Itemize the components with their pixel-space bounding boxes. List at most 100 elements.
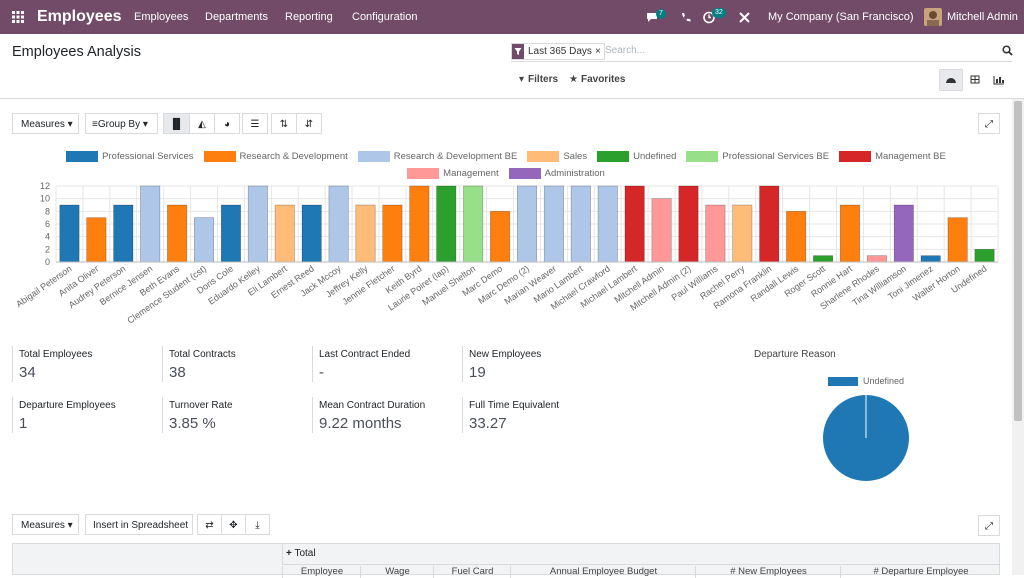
legend-swatch xyxy=(839,150,872,162)
bar xyxy=(947,217,968,263)
filters-toggle[interactable]: ▾ Filters xyxy=(519,74,558,85)
tools-icon[interactable] xyxy=(739,12,750,23)
stacked-button[interactable]: ☰ xyxy=(242,113,268,134)
bar xyxy=(759,185,780,263)
measures-dropdown[interactable]: Measures ▾ xyxy=(12,113,79,134)
bar xyxy=(355,204,376,263)
bar xyxy=(597,185,618,263)
kpi-value: 9.22 months xyxy=(319,415,402,432)
bar xyxy=(893,204,914,263)
legend-label: Management xyxy=(443,167,499,179)
avatar[interactable] xyxy=(924,8,942,26)
bar xyxy=(59,204,80,263)
kpi-border xyxy=(312,346,313,382)
app-name[interactable]: Employees xyxy=(37,8,122,25)
legend-swatch xyxy=(828,377,858,386)
bar xyxy=(813,255,834,263)
bar xyxy=(920,255,941,263)
legend-swatch xyxy=(407,167,440,179)
legend-label: Sales xyxy=(563,150,588,162)
legend-item: Professional Services BE xyxy=(686,150,829,162)
legend-label: Research & Development BE xyxy=(393,150,518,162)
pivot-measures-dropdown[interactable]: Measures ▾ xyxy=(12,514,79,535)
pivot-column-header: # New Employees xyxy=(695,566,841,578)
legend-label: Professional Services BE xyxy=(722,150,830,162)
legend-item: Administration xyxy=(508,167,605,179)
legend-swatch xyxy=(203,150,236,162)
phone-icon[interactable] xyxy=(680,12,691,23)
bar xyxy=(866,255,887,263)
legend-label: Research & Development xyxy=(239,150,348,162)
legend-label: Management BE xyxy=(875,150,946,162)
bar xyxy=(651,198,672,263)
menu-item[interactable]: Departments xyxy=(205,11,268,23)
scrollbar-thumb[interactable] xyxy=(1014,101,1022,421)
kpi-border xyxy=(162,346,163,382)
bar xyxy=(705,204,726,263)
pivot-total-header[interactable]: + Total xyxy=(282,543,1000,565)
kpi-value: - xyxy=(319,364,324,381)
menu-item[interactable]: Reporting xyxy=(285,11,333,23)
bar xyxy=(86,217,107,263)
legend-swatch xyxy=(66,150,99,162)
download-button[interactable]: ⤓ xyxy=(245,514,270,535)
kpi-border xyxy=(12,346,13,382)
group-by-dropdown[interactable]: ≡Group By ▾ xyxy=(85,113,158,134)
pie-mode-button[interactable]: ◕ xyxy=(214,113,240,134)
graph-view-button[interactable] xyxy=(987,69,1011,91)
company-switcher[interactable]: My Company (San Francisco) xyxy=(768,11,914,23)
kpi-label: Last Contract Ended xyxy=(319,349,411,360)
scrollbar[interactable] xyxy=(1012,99,1024,575)
flip-axis-button[interactable]: ⇄ xyxy=(197,514,222,535)
pivot-view-button[interactable] xyxy=(963,69,987,91)
kpi-border xyxy=(462,346,463,382)
apps-icon[interactable] xyxy=(12,11,24,23)
pivot-total-label: Total xyxy=(294,548,316,559)
y-tick-label: 6 xyxy=(45,219,50,229)
menu-item[interactable]: Configuration xyxy=(352,11,418,23)
bar xyxy=(140,185,161,263)
navbar: Employees Employees Departments Reportin… xyxy=(0,0,1024,34)
pivot-column-header: Fuel Card xyxy=(433,566,511,578)
bar xyxy=(543,185,564,263)
chat-icon[interactable] xyxy=(646,11,660,24)
legend-item: Undefined xyxy=(597,150,676,162)
kpi-value: 34 xyxy=(19,364,36,381)
y-tick-label: 12 xyxy=(40,181,50,191)
expand-all-button[interactable]: ✥ xyxy=(221,514,246,535)
search-bar[interactable]: Last 365 Days × Search... xyxy=(511,41,1013,62)
bar-mode-button[interactable]: ▐▌ xyxy=(163,113,190,134)
user-menu[interactable]: Mitchell Admin xyxy=(947,11,1018,23)
legend-item: Management BE xyxy=(839,150,946,162)
insert-spreadsheet-button[interactable]: Insert in Spreadsheet xyxy=(85,514,193,535)
pivot-expand-button[interactable]: ⤢ xyxy=(978,515,1000,536)
legend-swatch xyxy=(508,167,541,179)
pivot-column-header: Employee xyxy=(282,566,361,578)
legend-swatch xyxy=(357,150,390,162)
legend-swatch xyxy=(527,150,560,162)
facet-remove[interactable]: × xyxy=(594,46,601,57)
search-icon[interactable] xyxy=(1002,45,1013,56)
bar xyxy=(274,204,295,263)
dashboard-view-button[interactable] xyxy=(939,69,963,91)
legend-item: Research & Development xyxy=(203,150,348,162)
expand-button[interactable]: ⤢ xyxy=(978,113,1000,134)
messages-badge: 7 xyxy=(656,9,666,19)
bar xyxy=(839,204,860,263)
legend-item: Sales xyxy=(527,150,587,162)
bar xyxy=(382,204,403,263)
legend-label: Administration xyxy=(544,167,605,179)
kpi-label: Mean Contract Duration xyxy=(319,400,426,411)
search-placeholder[interactable]: Search... xyxy=(605,45,646,56)
group-by-label: Group By xyxy=(97,119,141,130)
kpi-value: 1 xyxy=(19,415,28,432)
facet-value: Last 365 Days xyxy=(528,46,592,57)
y-tick-label: 2 xyxy=(45,244,50,254)
kpi-value: 33.27 xyxy=(469,415,507,432)
sort-asc-button[interactable]: ⇵ xyxy=(296,113,322,134)
kpi-label: New Employees xyxy=(469,349,542,360)
activity-badge: 32 xyxy=(712,8,726,18)
menu-item[interactable]: Employees xyxy=(134,11,189,23)
favorites-toggle[interactable]: ★ Favorites xyxy=(569,74,625,85)
